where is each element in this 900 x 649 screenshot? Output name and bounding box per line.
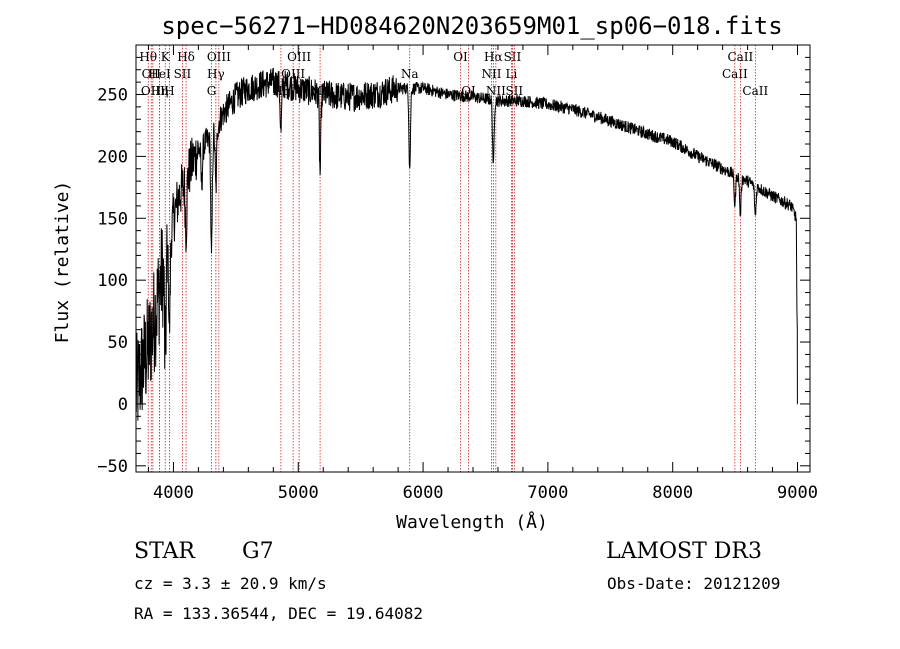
y-axis-label: Flux (relative) xyxy=(52,181,73,344)
y-tick-label: 250 xyxy=(97,86,128,106)
x-tick-label: 6000 xyxy=(403,483,444,503)
line-marker-label: CaII xyxy=(727,50,753,64)
line-marker-label: NII xyxy=(481,67,501,81)
object-type: STAR xyxy=(134,539,195,564)
x-tick-label: 7000 xyxy=(527,483,568,503)
y-tick-label: −50 xyxy=(97,457,128,477)
line-marker-label: OI xyxy=(453,50,468,64)
line-marker-label: G xyxy=(207,84,217,98)
line-marker-label: NII xyxy=(486,84,506,98)
line-marker-label: Hγ xyxy=(207,67,225,81)
survey-name: LAMOST DR3 xyxy=(606,539,762,564)
y-tick-label: 0 xyxy=(118,395,128,415)
x-tick-label: 8000 xyxy=(652,483,693,503)
chart-title: spec−56271−HD084620N203659M01_sp06−018.f… xyxy=(161,12,782,40)
line-marker-label: SII xyxy=(174,67,192,81)
y-tick-label: 200 xyxy=(97,147,128,167)
line-marker-label: SII xyxy=(504,50,522,64)
line-marker-label: K xyxy=(161,50,171,64)
y-tick-label: 50 xyxy=(108,333,128,353)
y-axis: −50 0 50 100 150 200 250 xyxy=(97,56,810,477)
x-tick-label: 4000 xyxy=(153,483,194,503)
line-marker-label: CaII xyxy=(742,84,768,98)
spectrum-line xyxy=(135,67,798,421)
x-tick-label: 9000 xyxy=(777,483,818,503)
line-marker-label: OII xyxy=(142,67,162,81)
observation-date: Obs-Date: 20121209 xyxy=(607,574,781,593)
line-marker-label: Na xyxy=(401,67,419,81)
x-tick-label: 5000 xyxy=(278,483,319,503)
line-marker-label: OIII xyxy=(207,50,231,64)
object-subclass: G7 xyxy=(242,539,274,564)
line-marker-label: Li xyxy=(506,67,518,81)
plot-frame xyxy=(135,44,811,473)
redshift-value: cz = 3.3 ± 20.9 km/s xyxy=(134,574,327,593)
y-tick-label: 150 xyxy=(97,209,128,229)
line-marker-layer: HθOIIOIIIHeIHηKHSIIHδGHγOIIIHβOIIIOIIIMg… xyxy=(139,45,768,472)
line-marker-label: H xyxy=(164,84,174,98)
line-marker-label: CaII xyxy=(722,67,748,81)
line-marker-label: OIII xyxy=(141,84,165,98)
spectrum-layer xyxy=(135,67,798,421)
coordinates: RA = 133.36544, DEC = 19.64082 xyxy=(134,604,423,623)
line-marker-label: Hα xyxy=(484,50,503,64)
line-marker-label: Hθ xyxy=(139,50,157,64)
line-marker-label: Hδ xyxy=(177,50,195,64)
line-marker-label: OIII xyxy=(287,50,311,64)
line-marker-label: Hη xyxy=(151,84,169,98)
x-axis: 4000 5000 6000 7000 8000 9000 xyxy=(147,45,818,503)
line-marker-label: SII xyxy=(505,84,523,98)
x-axis-label: Wavelength (Å) xyxy=(396,511,548,533)
y-tick-label: 100 xyxy=(97,271,128,291)
